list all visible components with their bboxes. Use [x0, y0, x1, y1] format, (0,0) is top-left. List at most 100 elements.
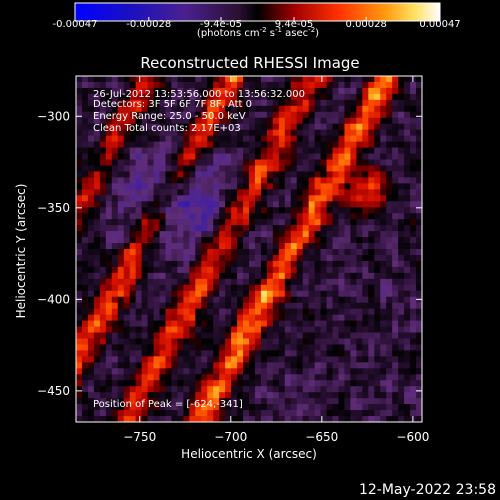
heatmap-cell [76, 141, 83, 149]
heatmap-cell [314, 129, 322, 137]
heatmap-cell [314, 356, 322, 363]
heatmap-cell [81, 266, 89, 274]
heatmap-cell [332, 266, 340, 274]
heatmap-cell [350, 350, 357, 357]
heatmap-cell [189, 225, 196, 232]
heatmap-cell [129, 81, 137, 89]
heatmap-cell [111, 416, 119, 422]
heatmap-cell [266, 213, 274, 220]
heatmap-cell [195, 254, 202, 262]
heatmap-cell [76, 237, 83, 244]
heatmap-cell [141, 123, 149, 131]
heatmap-cell [225, 362, 232, 369]
heatmap-cell [201, 320, 208, 328]
heatmap-cell [386, 231, 393, 238]
heatmap-cell [302, 147, 310, 155]
heatmap-cell [183, 213, 190, 220]
heatmap-cell [374, 76, 381, 83]
heatmap-cell [123, 159, 131, 167]
heatmap-cell [117, 141, 125, 149]
heatmap-cell [147, 243, 155, 250]
heatmap-cell [165, 308, 173, 316]
heatmap-cell [380, 404, 387, 411]
heatmap-cell [231, 308, 238, 316]
heatmap-cell [117, 81, 125, 89]
heatmap-cell [153, 135, 161, 143]
heatmap-cell [219, 302, 226, 310]
heatmap-cell [76, 314, 83, 322]
heatmap-cell [308, 159, 316, 167]
heatmap-cell [410, 278, 417, 286]
heatmap-cell [219, 404, 226, 411]
heatmap-cell [350, 153, 357, 161]
heatmap-cell [123, 392, 131, 399]
heatmap-cell [410, 386, 417, 393]
heatmap-cell [189, 398, 196, 405]
heatmap-cell [410, 272, 417, 280]
heatmap-cell [356, 320, 363, 328]
heatmap-cell [165, 380, 173, 387]
heatmap-cell [302, 308, 310, 316]
heatmap-cell [272, 201, 280, 208]
heatmap-cell [278, 320, 286, 328]
heatmap-cell [374, 296, 381, 304]
heatmap-cell [260, 254, 268, 262]
heatmap-cell [213, 344, 220, 352]
heatmap-cell [356, 356, 363, 363]
heatmap-cell [111, 135, 119, 143]
heatmap-cell [320, 290, 328, 298]
heatmap-cell [93, 249, 101, 256]
heatmap-cell [213, 153, 220, 161]
heatmap-cell [201, 338, 208, 346]
heatmap-cell [111, 201, 119, 208]
heatmap-cell [272, 398, 280, 405]
heatmap-cell [189, 105, 196, 113]
heatmap-cell [87, 386, 95, 393]
heatmap-cell [266, 320, 274, 328]
heatmap-cell [189, 284, 196, 292]
heatmap-cell [386, 111, 393, 119]
heatmap-cell [356, 129, 363, 137]
heatmap-cell [284, 410, 292, 417]
heatmap-cell [380, 308, 387, 316]
heatmap-cell [302, 392, 310, 399]
heatmap-cell [87, 320, 95, 328]
heatmap-cell [392, 368, 399, 375]
heatmap-cell [374, 332, 381, 340]
heatmap-cell [266, 254, 274, 262]
heatmap-cell [189, 278, 196, 286]
heatmap-cell [249, 356, 256, 363]
heatmap-cell [159, 225, 167, 232]
heatmap-cell [189, 374, 196, 381]
heatmap-cell [153, 147, 161, 155]
heatmap-cell [416, 362, 422, 369]
heatmap-cell [219, 135, 226, 143]
heatmap-cell [87, 368, 95, 375]
heatmap-cell [81, 201, 89, 208]
heatmap-cell [207, 284, 214, 292]
heatmap-cell [81, 368, 89, 375]
heatmap-cell [380, 410, 387, 417]
heatmap-cell [326, 296, 334, 304]
heatmap-cell [207, 344, 214, 352]
heatmap-cell [213, 141, 220, 149]
heatmap-cell [332, 153, 340, 161]
heatmap-cell [326, 374, 334, 381]
heatmap-cell [272, 368, 280, 375]
heatmap-cell [308, 105, 316, 113]
heatmap-cell [243, 410, 250, 417]
heatmap-cell [350, 356, 357, 363]
heatmap-cell [374, 111, 381, 119]
heatmap-cell [141, 416, 149, 422]
heatmap-cell [398, 201, 405, 208]
heatmap-cell [243, 284, 250, 292]
heatmap-cell [171, 398, 179, 405]
heatmap-cell [111, 290, 119, 298]
heatmap-cell [129, 260, 137, 268]
heatmap-cell [76, 219, 83, 226]
heatmap-cell [416, 129, 422, 137]
heatmap-cell [76, 326, 83, 334]
heatmap-cell [332, 332, 340, 340]
heatmap-cell [117, 380, 125, 387]
heatmap-cell [254, 111, 262, 119]
